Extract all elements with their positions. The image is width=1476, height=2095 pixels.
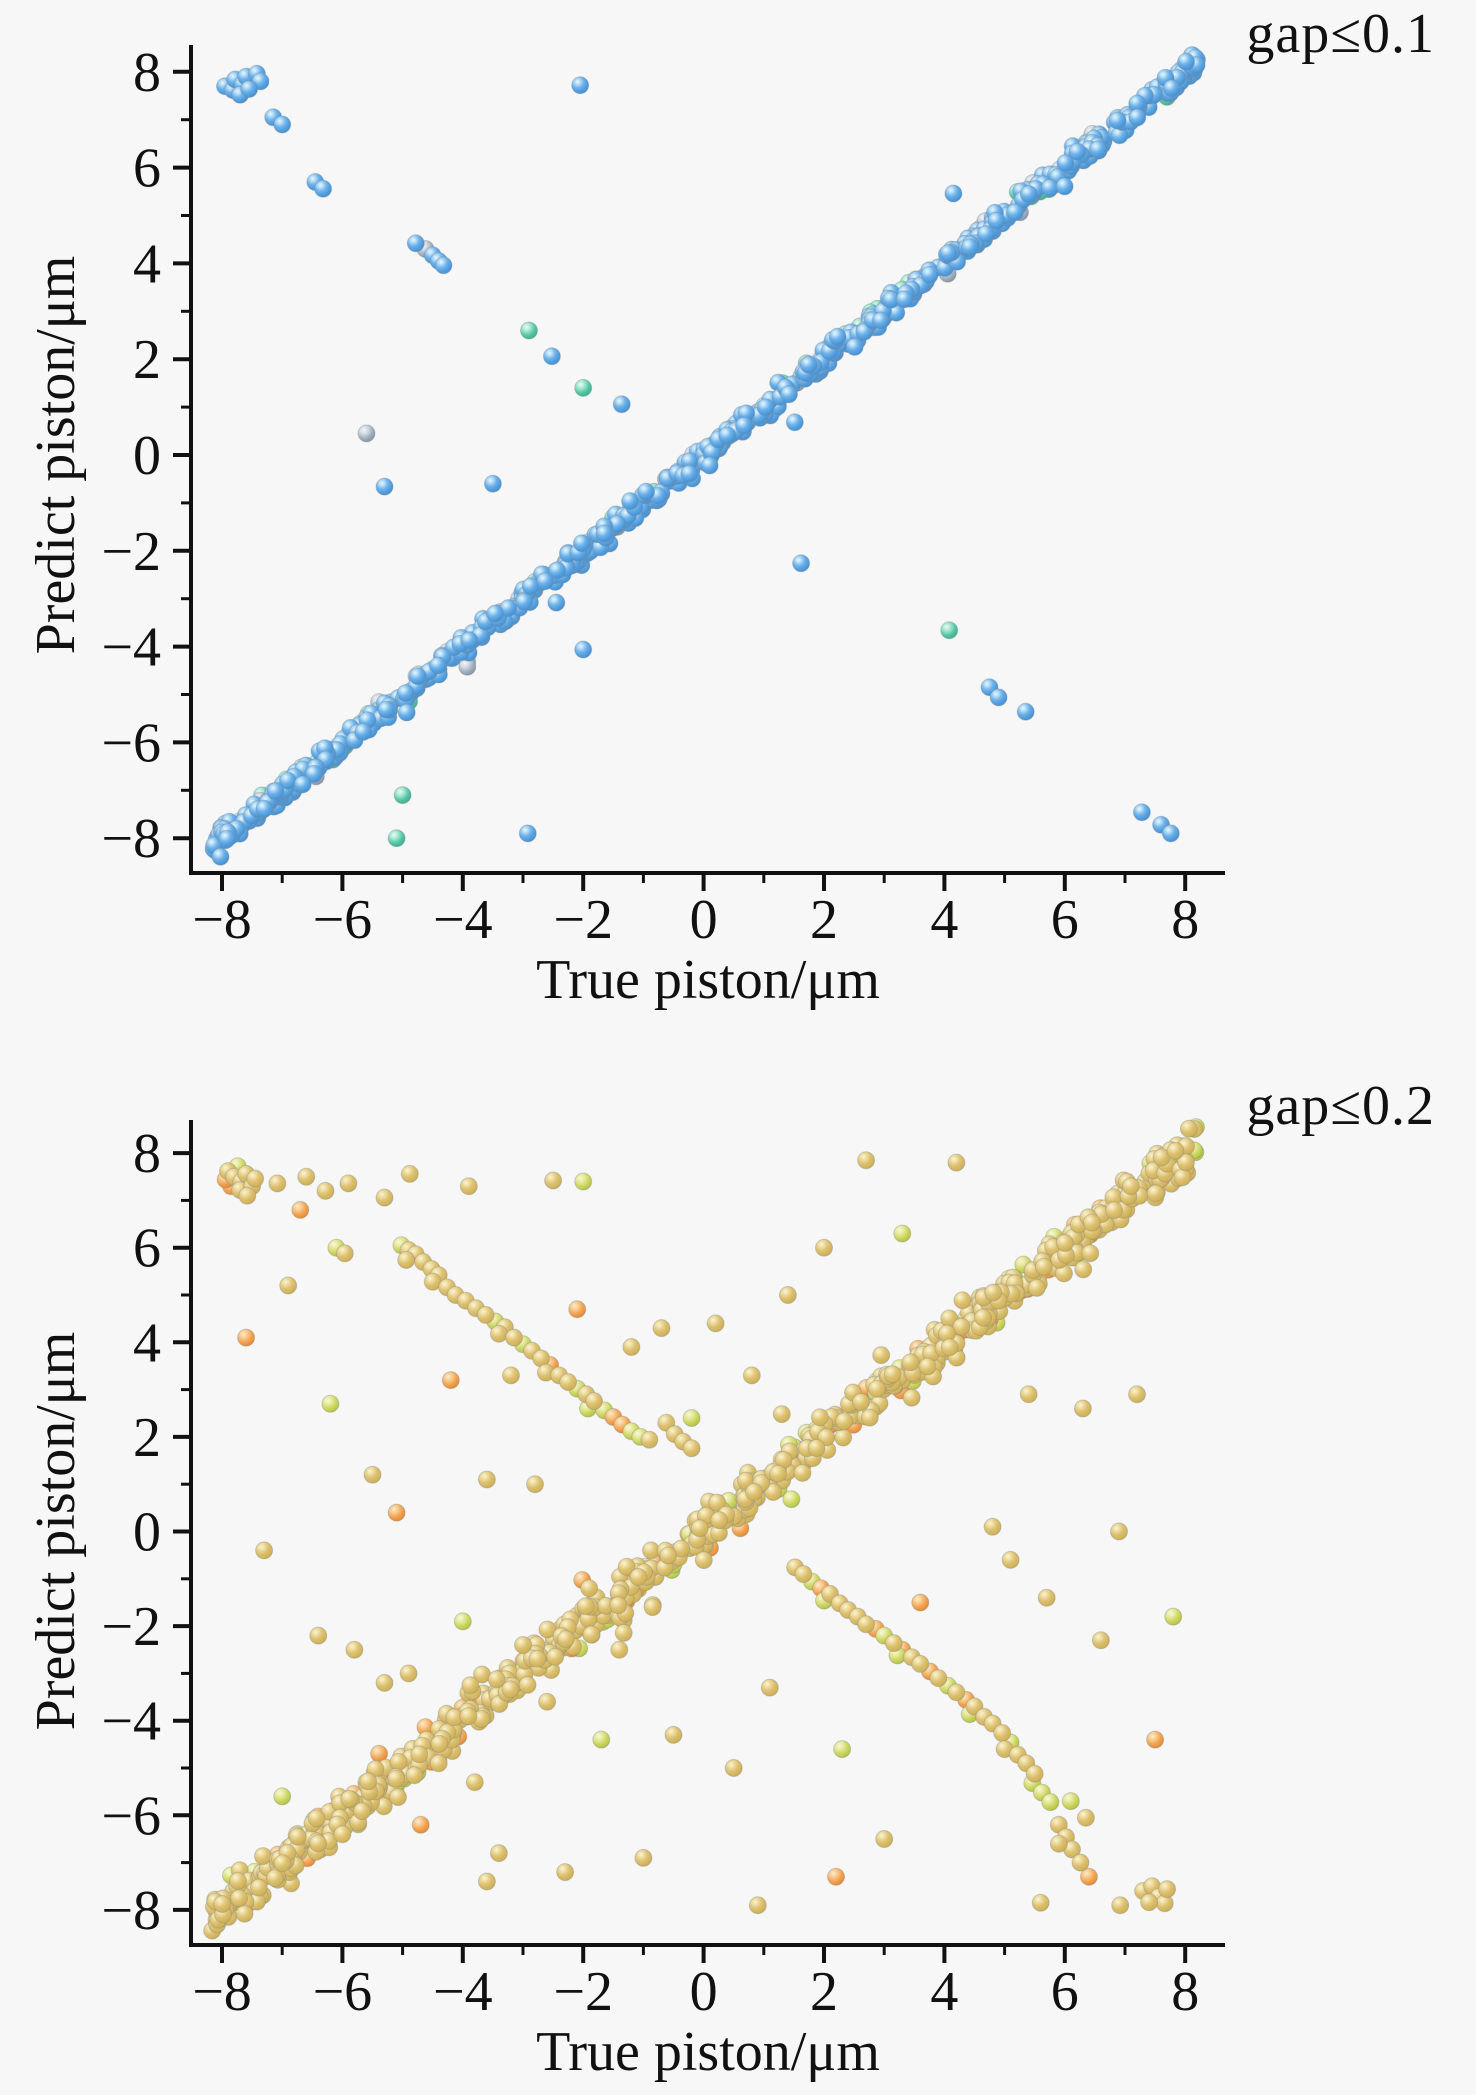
svg-text:0: 0 bbox=[133, 1502, 161, 1564]
svg-text:−6: −6 bbox=[101, 712, 161, 774]
svg-text:0: 0 bbox=[690, 1961, 718, 2023]
svg-text:0: 0 bbox=[133, 425, 161, 487]
plot2-y-axis-label: Predict piston/μm bbox=[25, 1331, 87, 1731]
plot1-layer: −8 −6 −4 −2 0 2 4 6 8 −8 −6 −4 −2 0 2 4 6 8 bbox=[101, 42, 1225, 951]
plot2-title: gap≤0.2 bbox=[1246, 1075, 1435, 1137]
plot2-tick-labels: −8 −6 −4 −2 0 2 4 6 8 −8 −6 −4 −2 0 2 4 6 8 bbox=[101, 1123, 1199, 2023]
plot1-spines bbox=[189, 45, 1225, 875]
svg-text:4: 4 bbox=[930, 1961, 958, 2023]
svg-text:6: 6 bbox=[133, 138, 161, 200]
svg-text:−8: −8 bbox=[101, 808, 161, 870]
svg-text:2: 2 bbox=[133, 329, 161, 391]
svg-text:−4: −4 bbox=[433, 889, 493, 951]
svg-text:4: 4 bbox=[133, 233, 161, 295]
svg-text:−2: −2 bbox=[101, 1596, 161, 1658]
svg-text:−8: −8 bbox=[101, 1880, 161, 1942]
svg-text:8: 8 bbox=[1171, 1961, 1199, 2023]
svg-text:6: 6 bbox=[1051, 1961, 1079, 2023]
svg-text:−6: −6 bbox=[101, 1785, 161, 1847]
svg-text:−2: −2 bbox=[101, 521, 161, 583]
svg-text:8: 8 bbox=[133, 42, 161, 104]
plot1-title: gap≤0.1 bbox=[1246, 3, 1435, 65]
svg-text:8: 8 bbox=[133, 1123, 161, 1185]
plot2-spines bbox=[189, 1120, 1225, 1947]
plot2-layer: −8 −6 −4 −2 0 2 4 6 8 −8 −6 −4 −2 0 2 4 6 8 bbox=[101, 1118, 1225, 2023]
svg-text:8: 8 bbox=[1171, 889, 1199, 951]
plot1-ticks bbox=[173, 69, 1188, 891]
svg-text:−8: −8 bbox=[192, 1961, 252, 2023]
plot1-y-axis-label: Predict piston/μm bbox=[25, 255, 87, 655]
plot1-x-axis-label: True piston/μm bbox=[536, 949, 880, 1011]
svg-text:6: 6 bbox=[133, 1218, 161, 1280]
svg-text:4: 4 bbox=[133, 1312, 161, 1374]
svg-text:−4: −4 bbox=[101, 617, 161, 679]
plot1-points bbox=[204, 46, 1206, 866]
plot2-points bbox=[203, 1118, 1205, 1940]
svg-text:−8: −8 bbox=[192, 889, 252, 951]
svg-text:4: 4 bbox=[930, 889, 958, 951]
svg-text:2: 2 bbox=[133, 1407, 161, 1469]
svg-text:2: 2 bbox=[810, 1961, 838, 2023]
svg-text:−2: −2 bbox=[553, 1961, 613, 2023]
svg-text:−4: −4 bbox=[433, 1961, 493, 2023]
svg-text:−4: −4 bbox=[101, 1691, 161, 1753]
plot2-ticks bbox=[173, 1151, 1188, 1963]
svg-text:−2: −2 bbox=[553, 889, 613, 951]
plot1-tick-labels: −8 −6 −4 −2 0 2 4 6 8 −8 −6 −4 −2 0 2 4 6 8 bbox=[101, 42, 1199, 951]
svg-text:2: 2 bbox=[810, 889, 838, 951]
svg-text:−6: −6 bbox=[313, 889, 373, 951]
svg-text:0: 0 bbox=[690, 889, 718, 951]
svg-text:−6: −6 bbox=[313, 1961, 373, 2023]
plot2-x-axis-label: True piston/μm bbox=[536, 2021, 880, 2083]
svg-text:6: 6 bbox=[1051, 889, 1079, 951]
